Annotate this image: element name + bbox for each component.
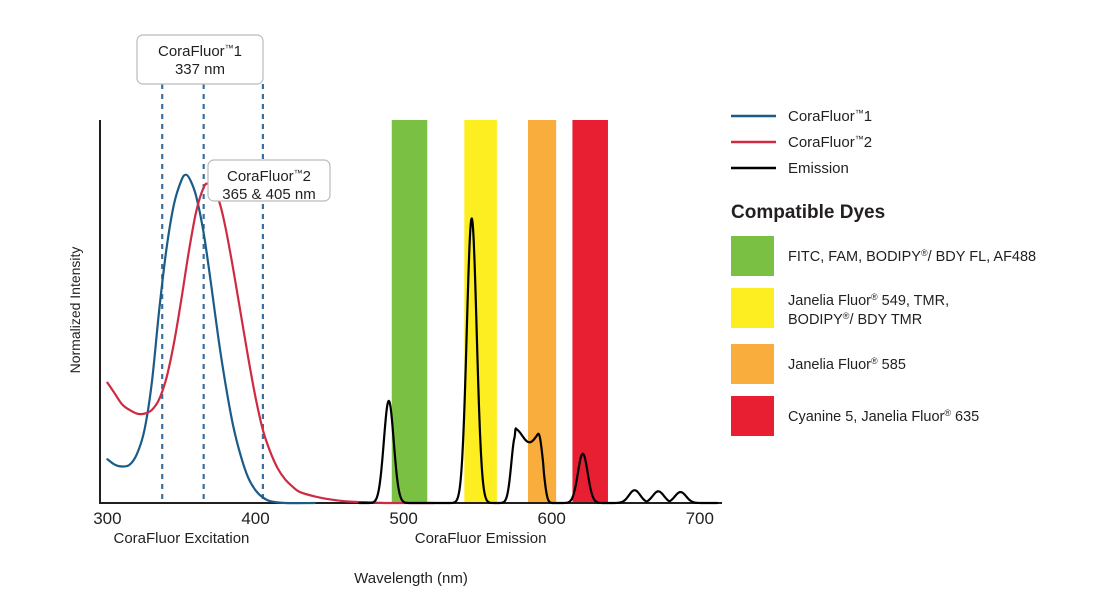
dye-green: FITC, FAM, BODIPY®/ BDY FL, AF488 xyxy=(731,236,1036,276)
legend-emission-label: Emission xyxy=(788,160,849,177)
dye-yellow: Janelia Fluor® 549, TMR, BODIPY®/ BDY TMR xyxy=(731,288,949,328)
axes-layer xyxy=(99,120,722,504)
xtick-label-700: 700 xyxy=(686,509,714,528)
legend-corafluor-2: CoraFluor™2 xyxy=(731,134,872,151)
callout-corafluor-2-line2: 365 & 405 nm xyxy=(222,186,315,203)
plot-axes xyxy=(99,120,722,504)
red-band xyxy=(572,120,608,503)
legend-corafluor-2-label: CoraFluor™2 xyxy=(788,134,872,151)
axis-region-label-1: CoraFluor Emission xyxy=(415,530,547,547)
dye-orange: Janelia Fluor® 585 xyxy=(731,344,906,384)
curve-corafluor1 xyxy=(106,173,316,505)
x-axis-title: Wavelength (nm) xyxy=(354,570,468,587)
compatible-dyes-heading: Compatible Dyes xyxy=(731,202,885,223)
dye-red-swatch xyxy=(731,396,774,436)
legend-layer: CoraFluor™1 CoraFluor™2 Emission xyxy=(731,108,872,177)
dye-orange-swatch xyxy=(731,344,774,384)
callout-corafluor-1-line1: CoraFluor™1 xyxy=(158,43,242,60)
xtick-label-600: 600 xyxy=(538,509,566,528)
curve-emission xyxy=(358,217,719,505)
xtick-label-500: 500 xyxy=(389,509,417,528)
xtick-label-300: 300 xyxy=(93,509,121,528)
axis-region-label-0: CoraFluor Excitation xyxy=(114,530,250,547)
y-axis-title: Normalized Intensity xyxy=(67,247,83,374)
callout-corafluor-2-line1: CoraFluor™2 xyxy=(227,168,311,185)
dye-orange-label-0: Janelia Fluor® 585 xyxy=(788,356,906,373)
callout-corafluor-2-box xyxy=(207,159,331,202)
legend-corafluor-1-label: CoraFluor™1 xyxy=(788,108,872,125)
emission-band-layer xyxy=(391,120,608,503)
dye-red: Cyanine 5, Janelia Fluor® 635 xyxy=(731,396,979,436)
compatible-dyes-layer: Compatible Dyes FITC, FAM, BODIPY®/ BDY F… xyxy=(731,202,1036,436)
dye-green-label-0: FITC, FAM, BODIPY®/ BDY FL, AF488 xyxy=(788,248,1036,265)
legend-emission: Emission xyxy=(731,160,849,177)
curve-corafluor2 xyxy=(106,182,435,505)
callout-corafluor-1-line2: 337 nm xyxy=(175,61,225,78)
green-band xyxy=(391,120,428,503)
orange-band xyxy=(527,120,557,503)
dye-yellow-swatch xyxy=(731,288,774,328)
callout-corafluor-1-box xyxy=(136,34,264,85)
axis-tick-layer: 300 400 500 600 700 CoraFluor Excitation CoraF… xyxy=(67,247,714,587)
legend-corafluor-1: CoraFluor™1 xyxy=(731,108,872,125)
dye-yellow-label-0: Janelia Fluor® 549, TMR, xyxy=(788,292,949,309)
spectra-curves-layer xyxy=(106,173,719,505)
dye-red-label-0: Cyanine 5, Janelia Fluor® 635 xyxy=(788,408,979,425)
dye-yellow-label-1: BODIPY®/ BDY TMR xyxy=(788,311,922,328)
dye-green-swatch xyxy=(731,236,774,276)
xtick-label-400: 400 xyxy=(241,509,269,528)
